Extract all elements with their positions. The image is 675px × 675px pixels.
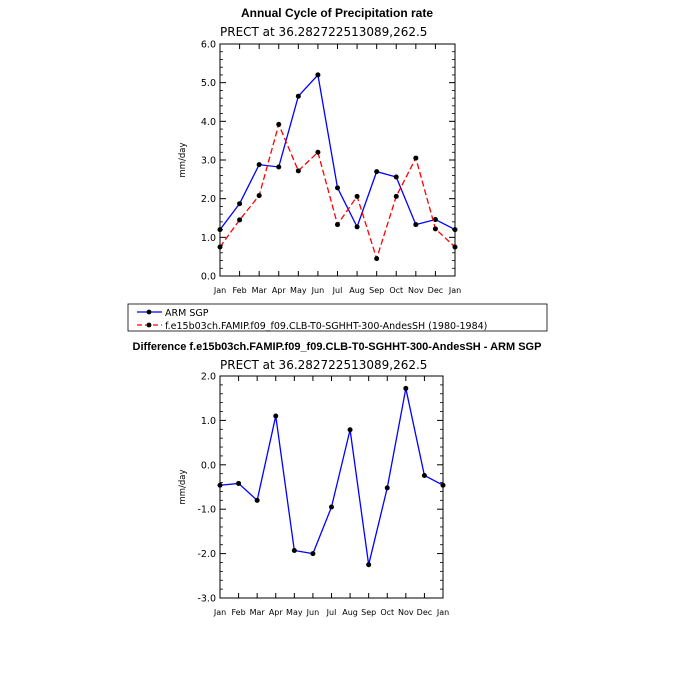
top-series-0-point [276,164,282,170]
bottom-series-0-point [347,427,353,433]
bottom-xtick-label: Feb [231,608,245,617]
top-chart-subtitle: PRECT at 36.282722513089,262.5 [220,25,427,39]
bottom-series-0-point [291,547,297,553]
top-xtick-label: Mar [252,286,268,295]
bottom-xtick-label: Nov [398,608,414,617]
top-xtick-label: Apr [272,286,287,295]
top-plot-frame [219,43,456,277]
top-series-0-point [256,162,262,168]
top-xtick-label: Dec [428,286,443,295]
top-series-1-point [432,226,438,232]
top-series-1-point [295,168,301,174]
top-series-0-point [432,217,438,223]
bottom-series-0-point [236,480,242,486]
bottom-series-0-point [366,562,372,568]
legend-label-model: f.e15b03ch.FAMIP.f09_f09.CLB-T0-SGHHT-30… [165,321,487,332]
top-series-0-point [354,224,360,230]
bottom-chart-plot: -3.0 -2.0 -1.0 0.0 1.0 2.0 Jan Feb Mar Apr May Jun J… [178,372,449,618]
top-ytick-label: 2.0 [201,194,216,205]
top-series-1-point [315,149,321,155]
legend-box [127,303,548,332]
top-xtick-label: Sep [369,286,384,295]
bottom-xtick-label: Oct [380,608,394,617]
bottom-series-0-point [403,385,409,391]
top-series-1-point [256,193,262,199]
top-ytick-label: 6.0 [201,40,216,51]
bottom-xtick-label: Dec [417,608,432,617]
top-series-0-point [295,93,301,99]
top-series-0-point [374,169,380,175]
bottom-xtick-label: Aug [342,608,358,617]
top-series-1-point [374,256,380,262]
bottom-xtick-label: Sep [361,608,376,617]
top-xtick-label: Feb [232,286,246,295]
top-series-0-point [335,185,340,191]
top-series-0-point [393,174,399,180]
top-series-1-line [219,122,456,261]
bottom-xtick-label: Apr [269,608,284,617]
top-xtick-label: Oct [389,286,403,295]
bottom-series-0-line [219,388,444,565]
bottom-ytick-label: 1.0 [201,416,216,427]
bottom-ylabel: mm/day [178,469,188,504]
top-series-1-point [354,193,360,199]
top-ytick-label: 0.0 [201,272,216,283]
bottom-series-0-point [254,497,260,503]
top-ytick-label: 1.0 [201,233,216,244]
top-ylabel: mm/day [178,142,188,177]
bottom-chart-title: Difference f.e15b03ch.FAMIP.f09_f09.CLB-… [133,341,542,353]
bottom-series-0-point [217,482,223,488]
top-xtick-label: Jan [448,286,461,295]
bottom-ytick-label: -1.0 [197,505,216,516]
top-xtick-label: Jan [213,286,226,295]
top-chart-plot: 0.0 1.0 2.0 3.0 4.0 5.0 6.0 Jan Feb Mar Apr May Jun J… [178,40,461,296]
top-series-0-point [217,227,223,233]
top-series-0-point [452,227,458,233]
bottom-series-0-point [440,482,446,488]
top-series-0-line [219,73,456,231]
top-series-1-point [237,217,243,223]
bottom-ytick-label: -3.0 [197,594,216,605]
top-series-1-point [276,121,282,127]
top-series-0-point [413,222,419,228]
bottom-series-0-point [384,485,390,491]
top-series-1-point [335,222,340,228]
legend-marker-model [146,322,152,328]
bottom-ytick-label: 2.0 [201,372,216,383]
top-xtick-label: Nov [408,286,424,295]
bottom-xtick-label: May [286,608,303,617]
top-series-0-point [237,201,243,207]
bottom-xtick-label: Jul [326,608,337,617]
legend-label-arm-sgp: ARM SGP [165,308,209,319]
bottom-xtick-label: Jun [306,608,320,617]
bottom-xtick-label: Jan [436,608,449,617]
bottom-xtick-label: Jan [213,608,226,617]
bottom-ytick-label: -2.0 [197,549,216,560]
top-chart-title: Annual Cycle of Precipitation rate [241,6,433,20]
bottom-series-0-point [310,551,316,557]
top-xtick-label: Jun [311,286,325,295]
top-xtick-label: May [290,286,307,295]
top-series-1-point [217,244,223,250]
top-xtick-label: Jul [332,286,343,295]
top-series-1-point [413,155,419,161]
top-ytick-label: 3.0 [201,156,216,167]
top-xtick-label: Aug [349,286,365,295]
bottom-series-0-point [421,472,427,478]
legend: ARM SGP f.e15b03ch.FAMIP.f09_f09.CLB-T0-… [127,303,548,332]
top-ytick-label: 4.0 [201,117,216,128]
bottom-chart-subtitle: PRECT at 36.282722513089,262.5 [220,358,427,372]
bottom-xtick-label: Mar [250,608,266,617]
top-series-0-point [315,72,321,78]
bottom-series-0-point [329,504,334,510]
top-series-1-point [452,244,458,250]
top-series-1-point [393,193,399,199]
bottom-series-0-point [273,413,279,419]
bottom-ytick-label: 0.0 [201,460,216,471]
top-ytick-label: 5.0 [201,78,216,89]
bottom-plot-frame [219,375,444,599]
legend-marker-arm-sgp [146,309,152,315]
